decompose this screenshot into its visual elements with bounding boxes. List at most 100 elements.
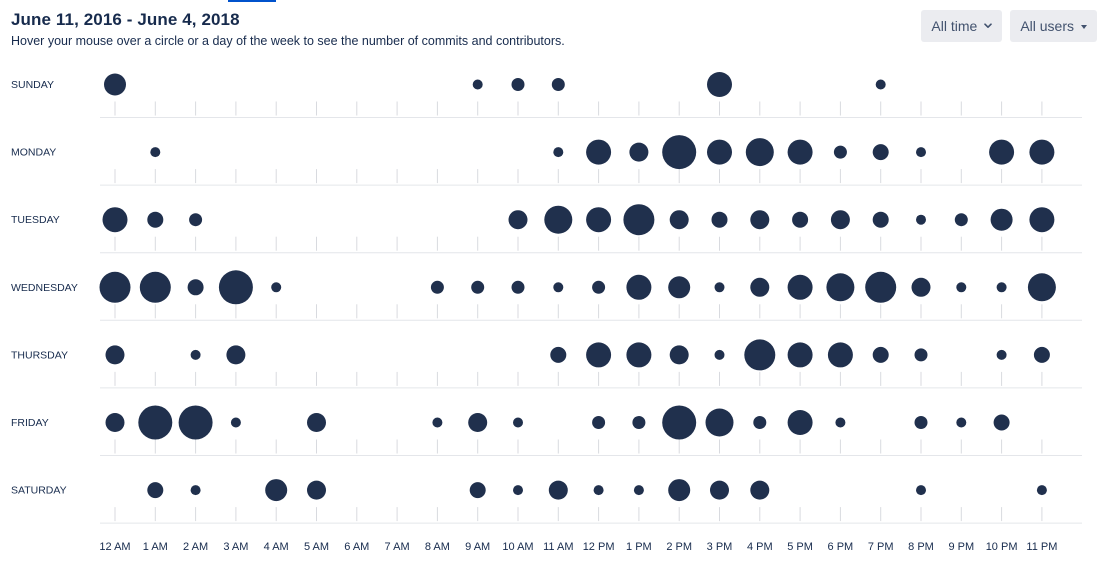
commit-dot-monday-5-pm[interactable] (787, 139, 813, 165)
commit-dot-friday-4-pm[interactable] (753, 416, 767, 429)
commit-dot-tuesday-2-am[interactable] (189, 213, 203, 227)
commit-dot-monday-11-pm[interactable] (1029, 139, 1055, 165)
commit-dot-friday-10-pm[interactable] (993, 414, 1010, 431)
commit-dot-thursday-5-pm[interactable] (787, 342, 813, 368)
commit-dot-tuesday-12-pm[interactable] (586, 207, 612, 233)
commit-dot-tuesday-4-pm[interactable] (750, 210, 770, 230)
day-label-friday[interactable]: FRIDAY (11, 417, 49, 429)
commit-dot-tuesday-10-am[interactable] (508, 210, 528, 230)
commit-dot-wednesday-8-pm[interactable] (911, 277, 931, 297)
commit-dot-thursday-7-pm[interactable] (872, 346, 889, 363)
commit-dot-thursday-10-pm[interactable] (996, 349, 1007, 360)
commit-dot-tuesday-11-pm[interactable] (1029, 207, 1055, 233)
commit-dot-friday-10-am[interactable] (513, 417, 523, 428)
commit-dot-saturday-4-pm[interactable] (750, 480, 770, 500)
commit-dot-monday-1-am[interactable] (150, 147, 161, 158)
commit-dot-wednesday-1-pm[interactable] (626, 274, 652, 300)
day-label-tuesday[interactable]: TUESDAY (11, 214, 60, 226)
commit-dot-sunday-12-am[interactable] (104, 73, 126, 96)
commit-dot-wednesday-2-pm[interactable] (668, 276, 691, 299)
commit-dot-tuesday-11-am[interactable] (544, 205, 573, 234)
commit-dot-wednesday-7-pm[interactable] (865, 271, 897, 303)
commit-dot-sunday-3-pm[interactable] (707, 72, 732, 97)
commit-dot-wednesday-10-pm[interactable] (996, 282, 1007, 293)
commit-dot-tuesday-1-pm[interactable] (623, 204, 655, 236)
day-label-thursday[interactable]: THURSDAY (11, 349, 68, 361)
commit-dot-friday-12-am[interactable] (105, 413, 125, 432)
commit-dot-friday-5-am[interactable] (307, 413, 326, 432)
commit-dot-wednesday-4-am[interactable] (271, 282, 282, 293)
commit-dot-tuesday-9-pm[interactable] (954, 213, 968, 227)
commit-dot-monday-12-pm[interactable] (586, 139, 612, 165)
commit-dot-sunday-9-am[interactable] (472, 79, 483, 90)
commit-dot-wednesday-8-am[interactable] (430, 280, 444, 294)
commit-dot-wednesday-6-pm[interactable] (826, 273, 855, 302)
commit-dot-saturday-10-am[interactable] (513, 485, 523, 496)
commit-dot-tuesday-3-pm[interactable] (711, 211, 728, 228)
commit-dot-saturday-4-am[interactable] (265, 479, 288, 502)
commit-dot-saturday-2-pm[interactable] (668, 479, 691, 502)
commit-dot-friday-3-pm[interactable] (705, 408, 734, 437)
commit-dot-wednesday-11-pm[interactable] (1027, 273, 1056, 302)
commit-dot-thursday-11-pm[interactable] (1033, 346, 1050, 363)
commit-dot-monday-10-pm[interactable] (989, 139, 1015, 165)
commit-dot-thursday-3-pm[interactable] (714, 349, 725, 360)
commit-dot-thursday-6-pm[interactable] (827, 342, 853, 368)
commit-dot-saturday-11-pm[interactable] (1036, 485, 1047, 496)
commit-dot-wednesday-3-pm[interactable] (714, 282, 725, 293)
commit-dot-friday-5-pm[interactable] (787, 410, 813, 435)
time-range-dropdown[interactable]: All time (921, 10, 1003, 42)
commit-dot-wednesday-11-am[interactable] (553, 282, 564, 293)
commit-dot-wednesday-9-am[interactable] (471, 280, 485, 294)
commit-dot-monday-2-pm[interactable] (662, 135, 697, 170)
commit-dot-wednesday-12-am[interactable] (99, 271, 131, 303)
commit-dot-thursday-3-am[interactable] (226, 345, 246, 365)
commit-dot-wednesday-2-am[interactable] (187, 279, 204, 296)
commit-dot-wednesday-12-pm[interactable] (592, 280, 606, 294)
users-dropdown[interactable]: All users (1010, 10, 1097, 42)
commit-dot-friday-8-pm[interactable] (914, 416, 928, 429)
commit-dot-monday-11-am[interactable] (553, 147, 564, 158)
commit-dot-tuesday-7-pm[interactable] (872, 211, 889, 228)
commit-dot-thursday-2-pm[interactable] (669, 345, 689, 365)
commit-dot-tuesday-1-am[interactable] (147, 211, 164, 228)
commit-dot-friday-9-am[interactable] (468, 413, 488, 432)
commit-dot-sunday-10-am[interactable] (511, 78, 525, 91)
commit-dot-wednesday-3-am[interactable] (218, 270, 253, 305)
commit-dot-friday-6-pm[interactable] (835, 417, 846, 428)
commit-dot-friday-12-pm[interactable] (592, 416, 606, 429)
commit-dot-monday-1-pm[interactable] (629, 142, 649, 162)
commit-dot-friday-1-am[interactable] (138, 405, 173, 440)
commit-dot-friday-2-am[interactable] (178, 405, 213, 440)
commit-dot-tuesday-5-pm[interactable] (792, 211, 809, 228)
commit-dot-monday-8-pm[interactable] (916, 147, 926, 158)
commit-dot-saturday-1-pm[interactable] (633, 485, 644, 496)
commit-dot-saturday-11-am[interactable] (548, 480, 568, 500)
commit-dot-saturday-2-am[interactable] (190, 485, 201, 496)
commit-dot-tuesday-10-pm[interactable] (990, 208, 1013, 231)
commit-dot-saturday-1-am[interactable] (147, 482, 164, 499)
commit-dot-thursday-12-pm[interactable] (586, 342, 612, 368)
commit-dot-thursday-12-am[interactable] (105, 345, 125, 365)
commit-dot-saturday-12-pm[interactable] (593, 485, 604, 496)
commit-dot-saturday-3-pm[interactable] (710, 480, 729, 500)
commit-dot-friday-3-am[interactable] (230, 417, 241, 428)
commit-dot-thursday-4-pm[interactable] (744, 339, 776, 371)
day-label-wednesday[interactable]: WEDNESDAY (11, 282, 78, 294)
commit-dot-monday-7-pm[interactable] (872, 144, 889, 161)
commit-dot-tuesday-8-pm[interactable] (916, 214, 926, 225)
commit-dot-monday-4-pm[interactable] (745, 138, 774, 167)
commit-dot-friday-9-pm[interactable] (956, 417, 967, 428)
commit-dot-saturday-9-am[interactable] (469, 482, 486, 499)
commit-dot-thursday-1-pm[interactable] (626, 342, 652, 368)
day-label-saturday[interactable]: SATURDAY (11, 485, 67, 497)
commit-dot-wednesday-4-pm[interactable] (750, 277, 770, 297)
commit-dot-thursday-2-am[interactable] (190, 349, 201, 360)
commit-dot-monday-6-pm[interactable] (833, 145, 847, 159)
day-label-sunday[interactable]: SUNDAY (11, 79, 54, 91)
commit-dot-thursday-11-am[interactable] (550, 346, 567, 363)
commit-dot-monday-3-pm[interactable] (707, 139, 732, 165)
commit-dot-friday-8-am[interactable] (432, 417, 443, 428)
commit-dot-sunday-11-am[interactable] (551, 78, 565, 91)
commit-dot-saturday-8-pm[interactable] (916, 485, 926, 496)
